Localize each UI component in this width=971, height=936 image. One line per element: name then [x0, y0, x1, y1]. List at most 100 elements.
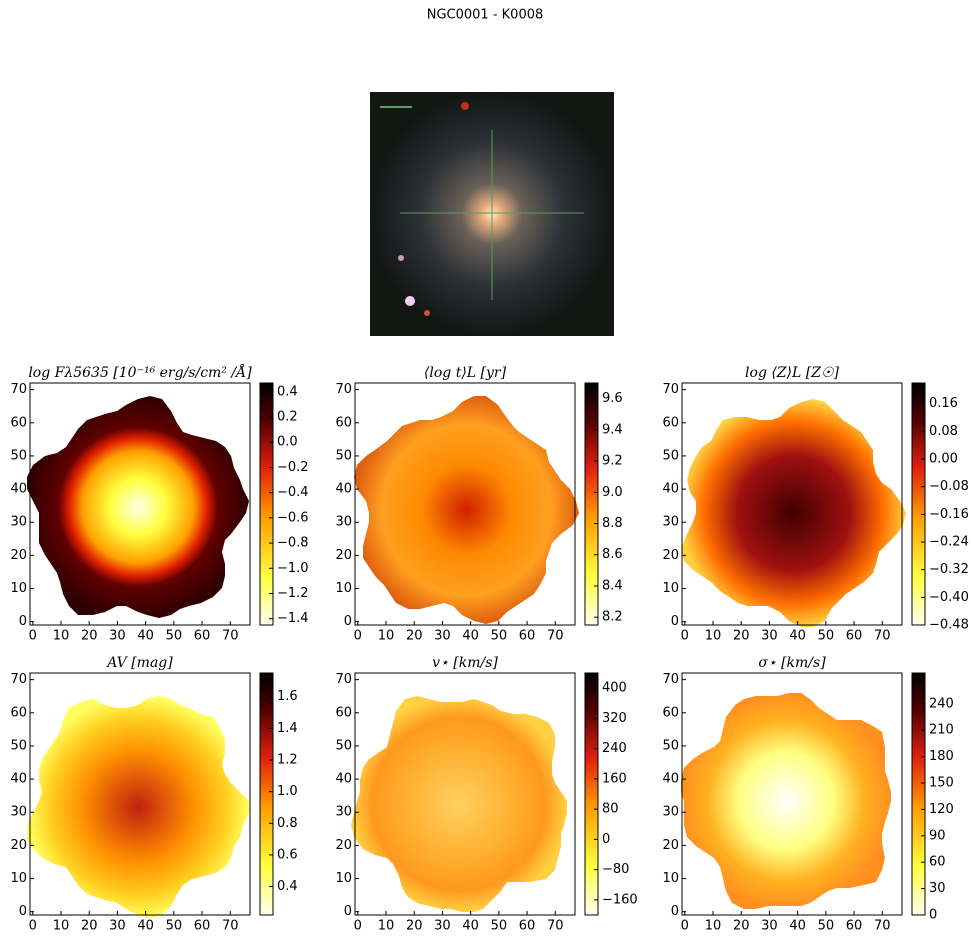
colorbar — [259, 382, 274, 626]
x-tick-label: 20 — [81, 629, 98, 644]
colorbar-tick-label: −80 — [602, 862, 629, 877]
x-tick-label: 30 — [434, 629, 451, 644]
panel: σ⋆ [km/s] 0 10 20 30 40 50 60 70 0 10 20 30 40 50 60 70 0… — [662, 655, 953, 934]
colorbar-tick-label: 240 — [602, 741, 627, 756]
y-tick-label: 0 — [19, 614, 27, 629]
y-tick-label: 20 — [662, 838, 679, 853]
x-tick-label: 70 — [874, 629, 891, 644]
colorbar-tick-label: 0.8 — [277, 816, 298, 831]
colorbar-tick-label: −0.6 — [277, 510, 309, 525]
y-tick-label: 70 — [335, 672, 352, 687]
colorbar — [911, 672, 926, 916]
x-tick-label: 30 — [109, 919, 126, 934]
y-tick-label: 50 — [335, 448, 352, 463]
y-tick-label: 40 — [335, 482, 352, 497]
y-tick-label: 60 — [335, 415, 352, 430]
figure-title: NGC0001 - K0008 — [427, 8, 544, 23]
x-tick-label: 10 — [378, 919, 395, 934]
colorbar-tick-label: 320 — [602, 711, 627, 726]
colorbar-tick-label: 400 — [602, 681, 627, 696]
colorbar-tick-label: −1.4 — [277, 611, 309, 626]
map-image — [681, 399, 906, 627]
x-tick-label: 60 — [519, 629, 536, 644]
y-tick-label: 70 — [662, 382, 679, 397]
colorbar — [584, 672, 599, 916]
y-tick-label: 30 — [662, 515, 679, 530]
colorbar-tick-label: −0.4 — [277, 485, 309, 500]
y-tick-label: 40 — [662, 482, 679, 497]
colorbar-tick-label: 0 — [929, 908, 937, 923]
x-tick-label: 40 — [462, 919, 479, 934]
colorbar-tick-label: 0 — [602, 832, 610, 847]
colorbar-tick-label: 1.2 — [277, 752, 298, 767]
x-tick-label: 0 — [29, 919, 37, 934]
y-tick-label: 0 — [19, 904, 27, 919]
x-tick-label: 10 — [53, 919, 70, 934]
y-tick-label: 40 — [10, 772, 27, 787]
x-tick-label: 0 — [681, 629, 689, 644]
colorbar-tick-label: 8.6 — [602, 547, 623, 562]
x-tick-label: 70 — [222, 629, 239, 644]
y-tick-label: 30 — [10, 515, 27, 530]
colorbar-tick-label: 240 — [929, 696, 954, 711]
x-tick-label: 20 — [406, 629, 423, 644]
y-tick-label: 10 — [335, 871, 352, 886]
x-tick-label: 30 — [434, 919, 451, 934]
x-tick-label: 30 — [761, 629, 778, 644]
colorbar-tick-label: −0.24 — [929, 535, 969, 550]
x-tick-label: 30 — [109, 629, 126, 644]
x-tick-label: 10 — [705, 919, 722, 934]
y-tick-label: 20 — [10, 548, 27, 563]
panel-title: ⟨log t⟩L [yr] — [424, 365, 507, 381]
x-tick-label: 40 — [789, 919, 806, 934]
colorbar-tick-label: 1.6 — [277, 689, 298, 704]
panel: log Fλ5635 [10⁻¹⁶ erg/s/cm² /Å] 0 10 20 30 40… — [10, 363, 308, 644]
panel: AV [mag] 0 10 20 30 40 50 60 70 0 10 20 30 40 50 60 70 0.… — [10, 655, 297, 934]
colorbar-tick-label: 0.00 — [929, 452, 958, 467]
x-tick-label: 0 — [354, 919, 362, 934]
colorbar-tick-label: 1.4 — [277, 721, 298, 736]
colorbar-tick-label: 210 — [929, 723, 954, 738]
colorbar — [911, 382, 926, 626]
map-image — [354, 396, 579, 624]
colorbar-tick-label: 0.6 — [277, 847, 298, 862]
x-tick-label: 40 — [137, 629, 154, 644]
colorbar-tick-label: 150 — [929, 776, 954, 791]
y-tick-label: 40 — [10, 482, 27, 497]
x-tick-label: 50 — [491, 629, 508, 644]
x-tick-label: 60 — [846, 919, 863, 934]
axes-frame — [354, 672, 576, 916]
colorbar-tick-label: −0.08 — [929, 479, 969, 494]
x-tick-label: 20 — [733, 919, 750, 934]
colorbar-tick-label: 0.16 — [929, 396, 958, 411]
x-tick-label: 50 — [818, 919, 835, 934]
y-tick-label: 10 — [10, 581, 27, 596]
colorbar-tick-label: 8.4 — [602, 578, 623, 593]
x-tick-label: 50 — [818, 629, 835, 644]
colorbar-tick-label: 9.6 — [602, 391, 623, 406]
x-tick-label: 60 — [519, 919, 536, 934]
colorbar-tick-label: 80 — [602, 802, 619, 817]
y-tick-label: 50 — [662, 738, 679, 753]
x-tick-label: 60 — [194, 919, 211, 934]
panel: v⋆ [km/s] 0 10 20 30 40 50 60 70 0 10 20 30 40 50 60 70 −… — [335, 655, 637, 934]
y-tick-label: 40 — [662, 772, 679, 787]
y-tick-label: 10 — [335, 581, 352, 596]
y-tick-label: 0 — [344, 904, 352, 919]
colorbar-tick-label: −0.40 — [929, 590, 969, 605]
panel: ⟨log t⟩L [yr] 0 10 20 30 40 50 60 70 0 10 20 30 40 50 6… — [335, 365, 622, 644]
x-tick-label: 20 — [733, 629, 750, 644]
colorbar-tick-label: 9.4 — [602, 422, 623, 437]
colorbar-tick-label: −160 — [602, 892, 638, 907]
x-tick-label: 10 — [53, 629, 70, 644]
galaxy-image — [370, 92, 614, 336]
panel-title: log ⟨Z⟩L [Z☉] — [745, 365, 839, 381]
x-tick-label: 60 — [194, 629, 211, 644]
y-tick-label: 0 — [671, 614, 679, 629]
colorbar-tick-label: −0.16 — [929, 507, 969, 522]
y-tick-label: 60 — [335, 705, 352, 720]
y-tick-label: 50 — [662, 448, 679, 463]
x-tick-label: 20 — [81, 919, 98, 934]
colorbar-tick-label: 0.4 — [277, 384, 298, 399]
x-tick-label: 70 — [547, 629, 564, 644]
